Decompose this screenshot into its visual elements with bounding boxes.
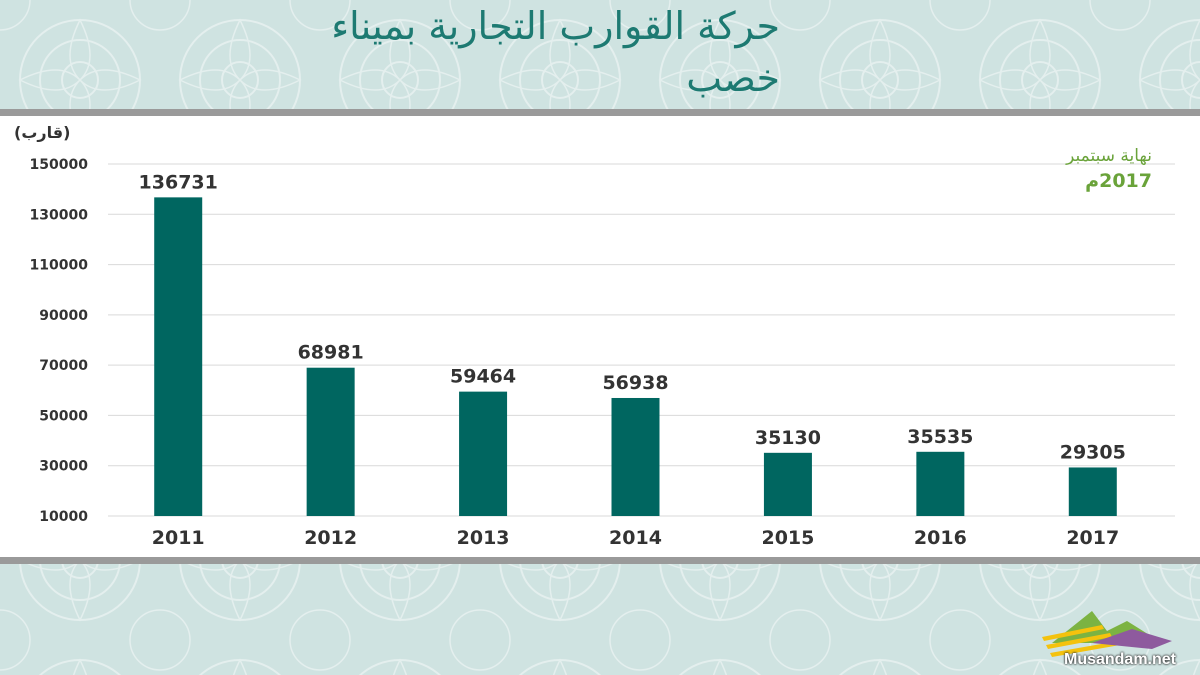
- header-divider: [0, 109, 1200, 116]
- period-note: نهاية سبتمبر 2017م: [952, 144, 1152, 194]
- musandam-logo: [1042, 611, 1172, 657]
- bar: [1068, 467, 1117, 516]
- x-tick-label: 2016: [914, 527, 967, 549]
- y-tick-label: 30000: [39, 459, 88, 475]
- bar-chart: 10000 30000 50000 70000 90000 110000 130000 150…: [14, 123, 1175, 549]
- bar: [154, 197, 203, 516]
- bars: 136731 68981 59464 56938 35130 35535 29305: [139, 171, 1126, 516]
- y-tick-label: 70000: [39, 358, 88, 374]
- period-note-line-2: 2017م: [1085, 170, 1152, 192]
- bar-value-label: 56938: [602, 372, 668, 394]
- page-title-line-1: حركة القوارب التجارية بميناء: [331, 4, 780, 48]
- bar: [611, 397, 660, 516]
- x-tick-label: 2014: [609, 527, 662, 549]
- bar: [763, 452, 812, 516]
- bar-value-label: 35130: [755, 427, 821, 449]
- y-tick-label: 150000: [30, 157, 89, 173]
- footer-divider: [0, 557, 1200, 564]
- y-axis-ticks: 10000 30000 50000 70000 90000 110000 130000 150…: [30, 157, 89, 525]
- bar: [306, 367, 355, 516]
- x-tick-label: 2015: [761, 527, 814, 549]
- x-axis-ticks: 2011 2012 2013 2014 2015 2016 2017: [152, 527, 1119, 549]
- y-tick-label: 50000: [39, 408, 88, 424]
- x-tick-label: 2017: [1066, 527, 1119, 549]
- y-axis-label: (قارب): [14, 123, 70, 142]
- bar-value-label: 59464: [450, 366, 516, 388]
- bar-value-label: 35535: [907, 426, 973, 448]
- x-tick-label: 2013: [457, 527, 510, 549]
- logo-text: Musandam.net: [1063, 651, 1176, 668]
- bar-value-label: 29305: [1060, 441, 1126, 463]
- y-tick-label: 130000: [30, 207, 89, 223]
- y-tick-label: 10000: [39, 509, 88, 525]
- bar: [916, 451, 965, 516]
- x-tick-label: 2012: [304, 527, 357, 549]
- period-note-line-1: نهاية سبتمبر: [1066, 146, 1152, 166]
- y-tick-label: 110000: [30, 258, 89, 274]
- y-tick-label: 90000: [39, 308, 88, 324]
- bar-value-label: 136731: [139, 171, 218, 193]
- bar-value-label: 68981: [298, 342, 364, 364]
- bar: [459, 391, 508, 516]
- page-title-line-2: خصب: [686, 56, 780, 100]
- x-tick-label: 2011: [152, 527, 205, 549]
